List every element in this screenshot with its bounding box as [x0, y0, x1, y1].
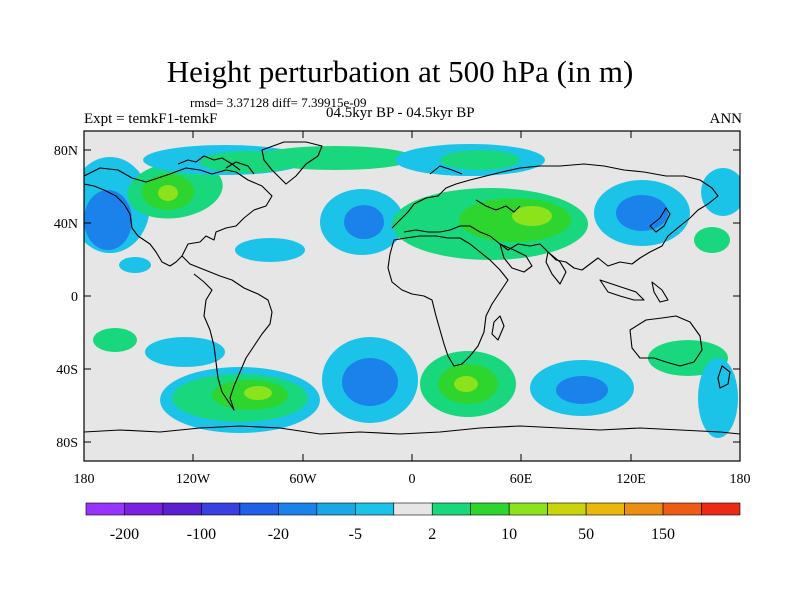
- colorbar-label: -100: [187, 526, 216, 543]
- plot-title: Height perturbation at 500 hPa (in m): [166, 54, 634, 89]
- contour-region: [454, 376, 478, 392]
- colorbar-label: -20: [268, 526, 289, 543]
- contour-region: [698, 358, 738, 438]
- colorbar-label: 10: [501, 526, 517, 543]
- contour-region: [512, 206, 552, 226]
- lon-tick-label: 180: [74, 472, 95, 487]
- colorbar-swatch: [124, 502, 164, 516]
- lat-tick-label: 80N: [54, 144, 78, 159]
- colorbar-swatch: [85, 502, 125, 516]
- contour-region: [255, 146, 415, 170]
- lat-tick-label: 40S: [56, 363, 78, 378]
- colorbar: -200 -100 -20 -5 2 10 50 150: [85, 502, 741, 543]
- colorbar-swatch: [162, 502, 202, 516]
- colorbar-swatch: [585, 502, 625, 516]
- contour-region: [701, 168, 740, 216]
- colorbar-label: -5: [349, 526, 362, 543]
- lon-tick-label: 120E: [616, 472, 646, 487]
- contour-region: [440, 150, 520, 170]
- season-label: ANN: [709, 111, 743, 127]
- colorbar-swatch: [624, 502, 664, 516]
- colorbar-swatch: [508, 502, 548, 516]
- contour-region: [84, 190, 132, 250]
- axis-ticks: [83, 131, 741, 461]
- period-label: 04.5kyr BP - 04.5kyr BP: [326, 105, 475, 121]
- contour-region: [145, 337, 225, 367]
- contour-region: [556, 376, 608, 404]
- lon-tick-label: 60E: [510, 472, 533, 487]
- contour-region: [344, 205, 384, 239]
- lat-tick-label: 0: [71, 290, 78, 305]
- contour-region: [244, 386, 272, 400]
- lon-tick-label: 60W: [289, 472, 317, 487]
- colorbar-label: -200: [110, 526, 139, 543]
- contour-region: [158, 185, 178, 201]
- contour-region: [694, 227, 730, 253]
- coastlines: [84, 141, 740, 435]
- lat-tick-label: 40N: [54, 217, 78, 232]
- contour-region: [119, 257, 151, 273]
- contour-region: [235, 238, 305, 262]
- colorbar-swatch: [316, 502, 356, 516]
- lon-tick-label: 0: [409, 472, 416, 487]
- colorbar-swatch: [393, 502, 433, 516]
- stats-line: rmsd= 3.37128 diff= 7.39915e-09: [190, 95, 367, 110]
- experiment-label: Expt = temkF1-temkF: [84, 111, 218, 127]
- colorbar-swatch: [547, 502, 587, 516]
- colorbar-swatch: [201, 502, 241, 516]
- colorbar-label: 2: [428, 526, 436, 543]
- colorbar-label: 150: [651, 526, 675, 543]
- contour-region: [616, 195, 668, 231]
- colorbar-swatch: [701, 502, 741, 516]
- lon-tick-label: 120W: [176, 472, 211, 487]
- colorbar-swatch: [278, 502, 318, 516]
- axis-tick-labels: 80N 40N 0 40S 80S 180 120W 60W 0 60E 120E 180: [54, 144, 751, 487]
- colorbar-swatch: [354, 502, 395, 516]
- colorbar-swatch: [239, 502, 279, 516]
- lat-tick-label: 80S: [56, 436, 78, 451]
- contour-region: [342, 358, 398, 406]
- colorbar-swatch: [470, 502, 510, 516]
- colorbar-swatch: [431, 502, 472, 516]
- lon-tick-label: 180: [730, 472, 751, 487]
- colorbar-label: 50: [578, 526, 594, 543]
- contour-region: [93, 328, 137, 352]
- colorbar-swatch: [662, 502, 702, 516]
